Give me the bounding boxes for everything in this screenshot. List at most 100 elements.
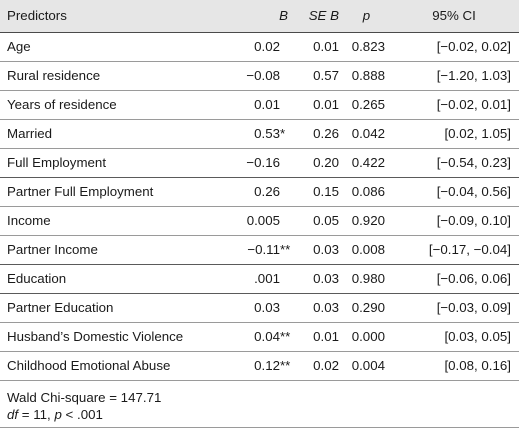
predictor-cell: Rural residence: [0, 61, 226, 91]
significance-marker: *: [280, 126, 286, 141]
ci-cell: [−0.09, 0.10]: [389, 206, 519, 236]
se-cell: 0.03: [296, 293, 344, 323]
predictor-cell: Husband’s Domestic Violence: [0, 322, 226, 352]
table-row: Full Employment −0.16 0.20 0.422 [−0.54, 0.2…: [0, 148, 519, 178]
b-cell: 0.53*: [226, 119, 296, 149]
b-value: 0.005: [246, 213, 280, 228]
b-cell: 0.12**: [226, 351, 296, 381]
footnote: Wald Chi-square = 147.71 df = 11, p < .0…: [0, 380, 519, 428]
b-cell: −0.08: [226, 61, 296, 91]
table-row: Income 0.005 0.05 0.920 [−0.09, 0.10]: [0, 206, 519, 236]
p-value: < .001: [61, 406, 103, 422]
table-header: Predictors B SE B p 95% CI: [0, 0, 519, 33]
header-se-b: SE B: [296, 0, 344, 33]
se-cell: 0.20: [296, 148, 344, 178]
significance-marker: **: [280, 329, 291, 344]
b-cell: 0.005: [226, 206, 296, 236]
se-cell: 0.02: [296, 351, 344, 381]
predictor-cell: Partner Full Employment: [0, 177, 226, 207]
p-cell: 0.980: [344, 264, 389, 294]
significance-marker: **: [280, 242, 291, 257]
p-cell: 0.008: [344, 235, 389, 265]
se-cell: 0.05: [296, 206, 344, 236]
se-cell: 0.01: [296, 322, 344, 352]
ci-cell: [0.02, 1.05]: [389, 119, 519, 149]
ci-cell: [−0.02, 0.01]: [389, 90, 519, 120]
b-value: 0.01: [254, 97, 280, 112]
b-value: −0.11: [247, 242, 280, 257]
b-value: 0.53: [254, 126, 280, 141]
header-b: B: [226, 0, 296, 33]
table-row: Partner Education 0.03 0.03 0.290 [−0.03, 0.…: [0, 293, 519, 323]
se-cell: 0.03: [296, 264, 344, 294]
df-label: df: [7, 406, 19, 422]
df-value: = 11,: [18, 406, 55, 422]
footnote-row: Wald Chi-square = 147.71 df = 11, p < .0…: [0, 380, 519, 428]
table-row: Married 0.53* 0.26 0.042 [0.02, 1.05]: [0, 119, 519, 149]
table-footer: Wald Chi-square = 147.71 df = 11, p < .0…: [0, 380, 519, 428]
header-se-b-label: SE B: [308, 8, 339, 24]
p-cell: 0.422: [344, 148, 389, 178]
se-cell: 0.57: [296, 61, 344, 91]
b-cell: 0.26: [226, 177, 296, 207]
predictor-cell: Married: [0, 119, 226, 149]
b-cell: .001: [226, 264, 296, 294]
b-value: .001: [254, 271, 280, 286]
se-cell: 0.01: [296, 32, 344, 62]
p-cell: 0.823: [344, 32, 389, 62]
b-cell: 0.04**: [226, 322, 296, 352]
table-row: Years of residence 0.01 0.01 0.265 [−0.02, 0…: [0, 90, 519, 120]
predictor-cell: Years of residence: [0, 90, 226, 120]
header-row: Predictors B SE B p 95% CI: [0, 0, 519, 33]
predictor-cell: Partner Education: [0, 293, 226, 323]
b-cell: 0.03: [226, 293, 296, 323]
table-row: Husband’s Domestic Violence 0.04** 0.01 0.0…: [0, 322, 519, 352]
b-cell: −0.11**: [226, 235, 296, 265]
p-cell: 0.004: [344, 351, 389, 381]
p-cell: 0.265: [344, 90, 389, 120]
p-label: p: [54, 406, 62, 422]
predictor-cell: Full Employment: [0, 148, 226, 178]
table-body: Age 0.02 0.01 0.823 [−0.02, 0.02] Rural resid…: [0, 32, 519, 381]
table-row: Rural residence −0.08 0.57 0.888 [−1.20, 1.0…: [0, 61, 519, 91]
predictor-cell: Childhood Emotional Abuse: [0, 351, 226, 381]
p-cell: 0.086: [344, 177, 389, 207]
b-value: 0.03: [254, 300, 280, 315]
predictor-cell: Age: [0, 32, 226, 62]
b-cell: −0.16: [226, 148, 296, 178]
predictor-cell: Education: [0, 264, 226, 294]
ci-cell: [−0.54, 0.23]: [389, 148, 519, 178]
header-p: p: [344, 0, 389, 33]
ci-cell: [−0.06, 0.06]: [389, 264, 519, 294]
p-cell: 0.290: [344, 293, 389, 323]
header-predictors: Predictors: [0, 0, 226, 33]
b-value: −0.16: [246, 155, 280, 170]
ci-cell: [−0.02, 0.02]: [389, 32, 519, 62]
se-cell: 0.15: [296, 177, 344, 207]
predictor-cell: Partner Income: [0, 235, 226, 265]
wald-statistic: Wald Chi-square = 147.71: [7, 389, 162, 405]
predictor-cell: Income: [0, 206, 226, 236]
b-value: 0.02: [254, 39, 280, 54]
ci-cell: [0.03, 0.05]: [389, 322, 519, 352]
table-row: Childhood Emotional Abuse 0.12** 0.02 0.004…: [0, 351, 519, 381]
p-cell: 0.042: [344, 119, 389, 149]
table-row: Education .001 0.03 0.980 [−0.06, 0.06]: [0, 264, 519, 294]
p-cell: 0.888: [344, 61, 389, 91]
ci-cell: [−1.20, 1.03]: [389, 61, 519, 91]
ci-cell: [−0.03, 0.09]: [389, 293, 519, 323]
ci-cell: [−0.04, 0.56]: [389, 177, 519, 207]
table-row: Partner Full Employment 0.26 0.15 0.086 [−0.…: [0, 177, 519, 207]
p-cell: 0.920: [344, 206, 389, 236]
se-cell: 0.26: [296, 119, 344, 149]
ci-cell: [0.08, 0.16]: [389, 351, 519, 381]
header-ci: 95% CI: [389, 0, 519, 33]
b-value: 0.26: [254, 184, 280, 199]
se-cell: 0.03: [296, 235, 344, 265]
significance-marker: **: [280, 358, 291, 373]
b-cell: 0.02: [226, 32, 296, 62]
table-row: Age 0.02 0.01 0.823 [−0.02, 0.02]: [0, 32, 519, 62]
p-cell: 0.000: [344, 322, 389, 352]
b-value: 0.04: [254, 329, 280, 344]
